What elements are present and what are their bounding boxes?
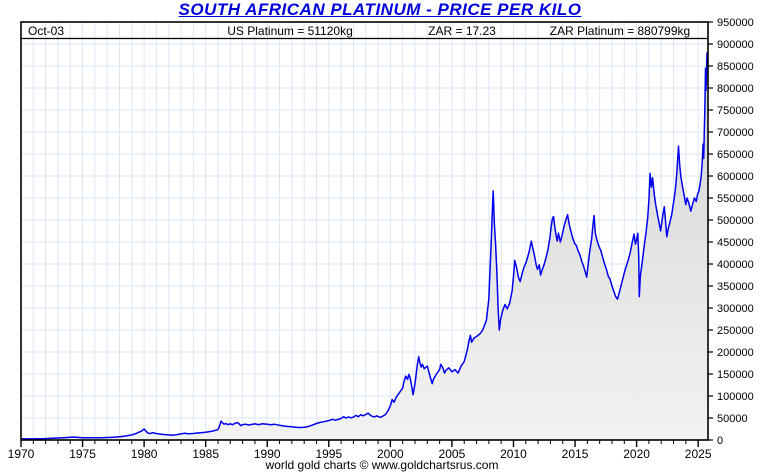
svg-text:550000: 550000 (717, 193, 754, 205)
svg-text:1985: 1985 (192, 447, 219, 461)
svg-text:1990: 1990 (254, 447, 281, 461)
svg-text:300000: 300000 (717, 303, 754, 315)
svg-text:150000: 150000 (717, 369, 754, 381)
attribution-text: world gold charts © www.goldchartsrus.co… (265, 458, 499, 472)
svg-text:200000: 200000 (717, 347, 754, 359)
svg-text:500000: 500000 (717, 215, 754, 227)
svg-text:850000: 850000 (717, 61, 754, 73)
price-area-fill (21, 52, 707, 441)
header-date: Oct-03 (28, 24, 65, 38)
svg-text:450000: 450000 (717, 237, 754, 249)
svg-text:2010: 2010 (500, 447, 527, 461)
svg-text:0: 0 (717, 435, 723, 447)
svg-text:1975: 1975 (69, 447, 96, 461)
x-axis-bottom: 1970 1975 1980 1985 1990 1995 2000 2005 2010 2015… (8, 440, 712, 461)
grid-lines (21, 22, 708, 440)
svg-text:1980: 1980 (131, 447, 158, 461)
price-line-series (20, 52, 708, 440)
svg-text:350000: 350000 (717, 281, 754, 293)
svg-text:2015: 2015 (562, 447, 589, 461)
svg-text:2020: 2020 (623, 447, 650, 461)
svg-text:100000: 100000 (717, 391, 754, 403)
plot-border (20, 21, 709, 441)
svg-text:650000: 650000 (717, 149, 754, 161)
header-zar-platinum: ZAR Platinum = 880799kg (549, 24, 691, 38)
svg-text:250000: 250000 (717, 325, 754, 337)
y-axis-right: 0 50000 100000 150000 200000 250000 300000 3500… (708, 17, 754, 447)
header-zar-rate: ZAR = 17.23 (428, 24, 496, 38)
svg-text:2000: 2000 (377, 447, 404, 461)
svg-text:800000: 800000 (717, 83, 754, 95)
chart-title: SOUTH AFRICAN PLATINUM - PRICE PER KILO (178, 0, 582, 19)
svg-text:2005: 2005 (439, 447, 466, 461)
svg-text:600000: 600000 (717, 171, 754, 183)
svg-text:2025: 2025 (685, 447, 712, 461)
svg-text:700000: 700000 (717, 127, 754, 139)
svg-text:50000: 50000 (717, 413, 748, 425)
svg-text:950000: 950000 (717, 17, 754, 29)
svg-text:400000: 400000 (717, 259, 754, 271)
header-us-platinum: US Platinum = 51120kg (227, 24, 353, 38)
svg-text:1970: 1970 (8, 447, 35, 461)
svg-text:1995: 1995 (315, 447, 342, 461)
svg-text:900000: 900000 (717, 39, 754, 51)
svg-text:750000: 750000 (717, 105, 754, 117)
